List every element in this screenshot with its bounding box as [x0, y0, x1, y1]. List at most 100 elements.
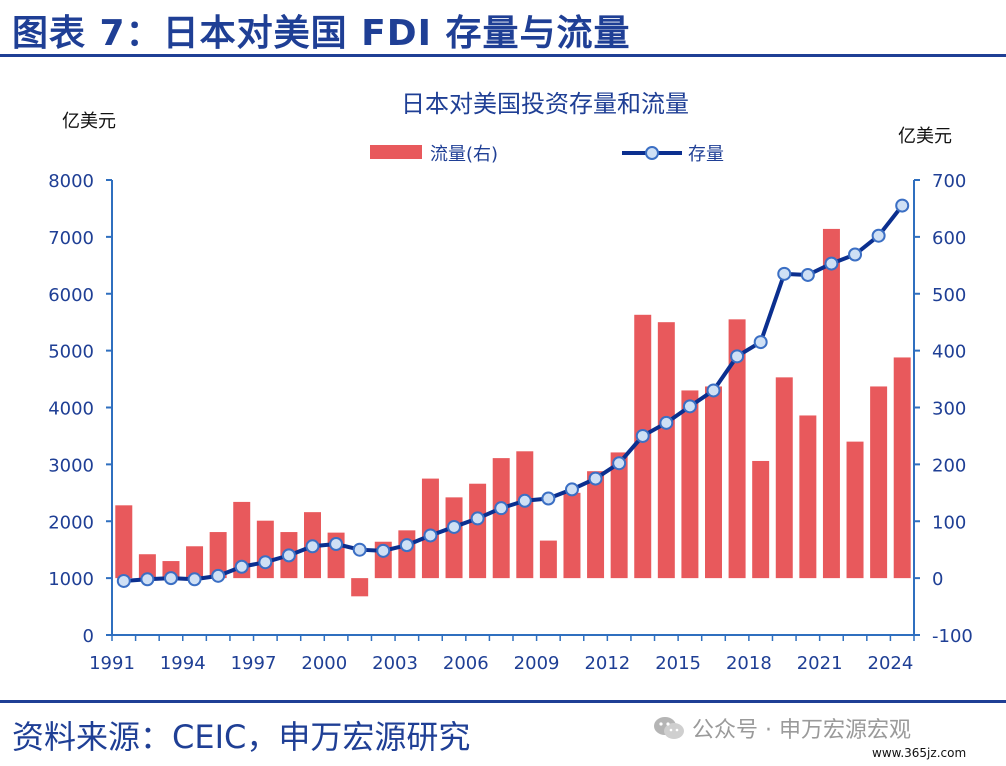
stock-point-2006 [470, 511, 485, 526]
left-tick-label: 8000 [48, 171, 94, 192]
x-tick-label: 2018 [726, 653, 772, 674]
right-tick-label: 100 [932, 512, 966, 533]
bar-2023 [870, 386, 888, 579]
x-tick-label: 2006 [443, 653, 489, 674]
bar-2019 [775, 377, 793, 579]
source-note: 资料来源：CEIC，申万宏源研究 [12, 718, 471, 756]
right-tick-label: 500 [932, 285, 966, 306]
bar-2014 [657, 322, 675, 579]
stock-point-2003 [399, 538, 414, 553]
stock-point-1993 [163, 571, 178, 586]
stock-point-1995 [211, 568, 226, 583]
bar-2024 [893, 357, 911, 579]
bar-2004 [421, 478, 439, 579]
wechat-icon [654, 717, 684, 739]
right-tick-label: 400 [932, 342, 966, 363]
stock-point-2013 [635, 428, 650, 443]
legend-bar-label: 流量(右) [430, 144, 498, 165]
stock-point-2000 [329, 537, 344, 551]
stock-point-2016 [706, 383, 721, 398]
bar-2020 [799, 415, 817, 579]
bar-series [115, 228, 911, 597]
x-tick-label: 2021 [797, 653, 843, 674]
x-tick-label: 1994 [160, 653, 206, 674]
bar-2007 [492, 458, 510, 579]
bar-2017 [728, 319, 746, 579]
stock-point-2017 [730, 349, 745, 364]
legend-line-label: 存量 [688, 144, 724, 165]
right-tick-label: 600 [932, 228, 966, 249]
watermark-text: 公众号 · 申万宏源宏观 [692, 718, 911, 743]
stock-point-2005 [447, 519, 462, 534]
left-tick-label: 4000 [48, 399, 94, 420]
stock-point-2014 [659, 415, 674, 430]
stock-point-1998 [281, 548, 296, 563]
footer-rule [0, 700, 1006, 703]
right-tick-label: 200 [932, 455, 966, 476]
stock-point-1997 [258, 555, 273, 570]
stock-point-2019 [777, 266, 792, 281]
bar-2013 [634, 314, 652, 579]
bar-2001 [351, 578, 369, 597]
stock-point-1994 [187, 572, 202, 587]
chart-title: 日本对美国投资存量和流量 [401, 90, 689, 118]
bar-1992 [138, 554, 156, 579]
x-tick-label: 2012 [584, 653, 630, 674]
bar-2015 [681, 390, 699, 579]
bar-1994 [186, 546, 204, 579]
right-tick-label: 700 [932, 171, 966, 192]
tick-labels: 0 1000 2000 3000 4000 5000 6000 7000 8000 -100 0 10… [48, 171, 973, 674]
stock-point-1991 [116, 573, 131, 588]
bar-1995 [209, 532, 227, 579]
stock-point-2021 [824, 256, 839, 271]
stock-point-2015 [682, 399, 697, 414]
x-tick-label: 2015 [655, 653, 701, 674]
site-url: www.365jz.com [872, 746, 967, 760]
bar-2018 [752, 460, 770, 579]
stock-point-2024 [895, 198, 910, 213]
right-tick-label: 300 [932, 399, 966, 420]
axes [106, 179, 920, 641]
line-series [116, 198, 910, 588]
left-tick-label: 0 [83, 626, 94, 647]
stock-point-2009 [541, 491, 556, 506]
stock-point-2008 [517, 493, 532, 508]
x-tick-label: 1997 [231, 653, 277, 674]
bar-2012 [610, 452, 628, 579]
stock-point-1992 [140, 572, 155, 587]
bar-2016 [705, 386, 722, 579]
stock-line [123, 204, 904, 583]
stock-point-2012 [612, 456, 627, 471]
right-tick-label: -100 [932, 626, 973, 647]
bar-2009 [539, 540, 557, 579]
stock-point-2007 [494, 501, 509, 516]
stock-point-2001 [352, 542, 367, 557]
page-title: 图表 7：日本对美国 FDI 存量与流量 [12, 13, 631, 54]
bar-1997 [256, 520, 274, 579]
bar-1991 [115, 505, 133, 579]
x-tick-label: 2000 [301, 653, 347, 674]
bar-2010 [563, 492, 581, 579]
bar-2022 [846, 441, 864, 579]
stock-point-2022 [848, 247, 863, 262]
stock-point-2023 [871, 228, 886, 243]
left-tick-label: 7000 [48, 228, 94, 249]
bar-2008 [516, 451, 534, 579]
x-tick-label: 2003 [372, 653, 418, 674]
x-tick-label: 2009 [514, 653, 560, 674]
bar-2003 [398, 530, 416, 579]
left-axis-unit: 亿美元 [62, 111, 116, 132]
bar-2005 [445, 497, 463, 579]
bar-2006 [469, 483, 487, 579]
legend: 流量(右) 存量 [370, 144, 724, 165]
left-tick-label: 3000 [48, 455, 94, 476]
x-tick-label: 2024 [868, 653, 914, 674]
bar-1996 [233, 501, 251, 579]
stock-point-2004 [423, 528, 438, 543]
watermark: 公众号 · 申万宏源宏观 [652, 712, 911, 744]
left-tick-label: 5000 [48, 342, 94, 363]
right-tick-label: 0 [932, 569, 943, 590]
left-tick-label: 6000 [48, 285, 94, 306]
stock-point-2020 [800, 267, 815, 282]
